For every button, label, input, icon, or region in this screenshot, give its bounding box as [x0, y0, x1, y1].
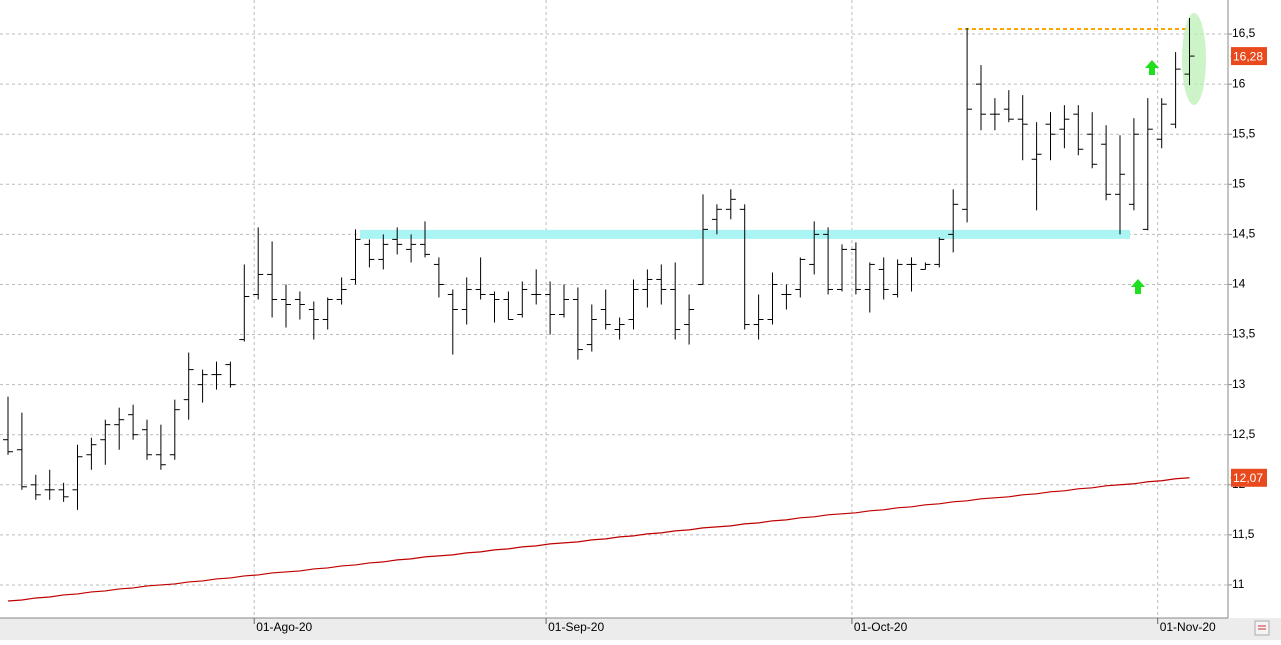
y-tick-label: 14: [1232, 277, 1246, 291]
y-tick-label: 12,5: [1232, 427, 1256, 441]
y-tick-label: 16: [1232, 76, 1246, 90]
up-arrow: [1131, 279, 1145, 294]
settings-icon-glyph: [1258, 625, 1266, 630]
x-tick-label: 01-Nov-20: [1160, 620, 1216, 634]
highlight-ellipse: [1182, 13, 1206, 105]
last-value-box: [1231, 468, 1267, 487]
moving-average-line: [7, 477, 1190, 602]
y-tick-label: 11,5: [1232, 527, 1255, 541]
x-tick-label: 01-Sep-20: [548, 620, 604, 634]
y-tick-label: 14,5: [1232, 227, 1256, 241]
settings-icon[interactable]: [1254, 620, 1270, 636]
y-tick-label: 15,5: [1232, 126, 1256, 140]
y-tick-label: 15: [1232, 176, 1246, 190]
y-tick-label: 11: [1232, 577, 1245, 591]
y-tick-label: 13,5: [1232, 327, 1256, 341]
x-tick-label: 01-Oct-20: [854, 620, 908, 634]
y-tick-label: 13: [1232, 377, 1246, 391]
last-value-label: 16,28: [1233, 49, 1263, 63]
last-value-label: 12,07: [1233, 471, 1263, 485]
y-tick-label: 16,5: [1232, 26, 1256, 40]
x-axis-strip: [0, 618, 1281, 640]
up-arrow: [1145, 60, 1159, 75]
x-tick-label: 01-Ago-20: [256, 620, 312, 634]
last-value-box: [1231, 47, 1267, 66]
